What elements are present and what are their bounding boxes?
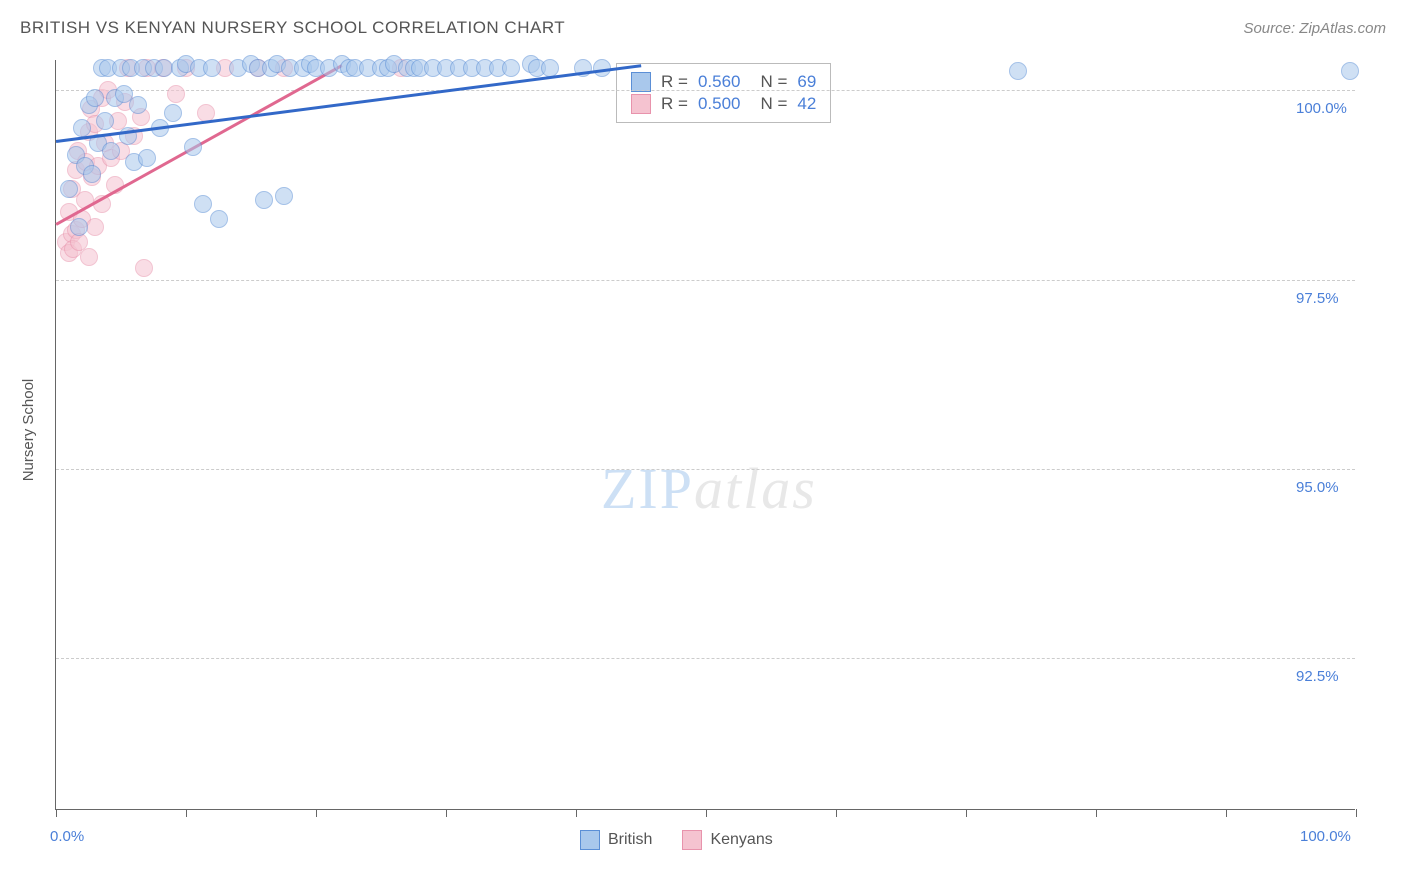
data-point xyxy=(541,59,559,77)
n-label: N = xyxy=(760,94,787,114)
legend-item-kenyans: Kenyans xyxy=(682,830,772,850)
xtick xyxy=(836,809,837,817)
xtick xyxy=(1226,809,1227,817)
n-label: N = xyxy=(760,72,787,92)
ytick-label: 95.0% xyxy=(1296,479,1339,496)
source-attribution: Source: ZipAtlas.com xyxy=(1243,20,1386,37)
data-point xyxy=(70,218,88,236)
bottom-legend: British Kenyans xyxy=(580,830,773,850)
r-value-kenyans: 0.500 xyxy=(698,94,741,114)
data-point xyxy=(164,104,182,122)
data-point xyxy=(210,210,228,228)
gridline xyxy=(56,90,1355,91)
watermark: ZIPatlas xyxy=(601,455,817,522)
xtick xyxy=(966,809,967,817)
legend-item-british: British xyxy=(580,830,652,850)
stats-legend-box: R = 0.560 N = 69 R = 0.500 N = 42 xyxy=(616,63,831,123)
data-point xyxy=(60,180,78,198)
data-point xyxy=(129,96,147,114)
yaxis-title: Nursery School xyxy=(20,379,37,482)
legend-label-british: British xyxy=(608,831,652,849)
data-point xyxy=(203,59,221,77)
gridline xyxy=(56,280,1355,281)
stats-row-british: R = 0.560 N = 69 xyxy=(631,72,816,92)
watermark-atlas: atlas xyxy=(694,456,817,521)
r-label: R = xyxy=(661,72,688,92)
ytick-label: 100.0% xyxy=(1296,100,1347,117)
swatch-british xyxy=(580,830,600,850)
ytick-label: 92.5% xyxy=(1296,668,1339,685)
xtick xyxy=(316,809,317,817)
data-point xyxy=(1009,62,1027,80)
xtick xyxy=(56,809,57,817)
xtick xyxy=(186,809,187,817)
data-point xyxy=(86,218,104,236)
data-point xyxy=(86,89,104,107)
data-point xyxy=(83,165,101,183)
data-point xyxy=(1341,62,1359,80)
plot-area: ZIPatlas R = 0.560 N = 69 R = 0.500 N = … xyxy=(55,60,1355,810)
xtick xyxy=(446,809,447,817)
data-point xyxy=(135,259,153,277)
swatch-kenyans xyxy=(631,94,651,114)
xtick-label-start: 0.0% xyxy=(50,828,84,845)
data-point xyxy=(167,85,185,103)
data-point xyxy=(255,191,273,209)
xtick xyxy=(1356,809,1357,817)
swatch-kenyans xyxy=(682,830,702,850)
gridline xyxy=(56,469,1355,470)
stats-row-kenyans: R = 0.500 N = 42 xyxy=(631,94,816,114)
data-point xyxy=(80,248,98,266)
swatch-british xyxy=(631,72,651,92)
r-label: R = xyxy=(661,94,688,114)
chart-title: BRITISH VS KENYAN NURSERY SCHOOL CORRELA… xyxy=(20,18,565,38)
data-point xyxy=(194,195,212,213)
r-value-british: 0.560 xyxy=(698,72,741,92)
data-point xyxy=(102,142,120,160)
xtick-label-end: 100.0% xyxy=(1300,828,1351,845)
data-point xyxy=(138,149,156,167)
data-point xyxy=(502,59,520,77)
xtick xyxy=(576,809,577,817)
xtick xyxy=(706,809,707,817)
xtick xyxy=(1096,809,1097,817)
data-point xyxy=(275,187,293,205)
legend-label-kenyans: Kenyans xyxy=(710,831,772,849)
ytick-label: 97.5% xyxy=(1296,290,1339,307)
n-value-kenyans: 42 xyxy=(797,94,816,114)
data-point xyxy=(96,112,114,130)
n-value-british: 69 xyxy=(797,72,816,92)
data-point xyxy=(184,138,202,156)
data-point xyxy=(73,119,91,137)
watermark-zip: ZIP xyxy=(601,456,694,521)
gridline xyxy=(56,658,1355,659)
